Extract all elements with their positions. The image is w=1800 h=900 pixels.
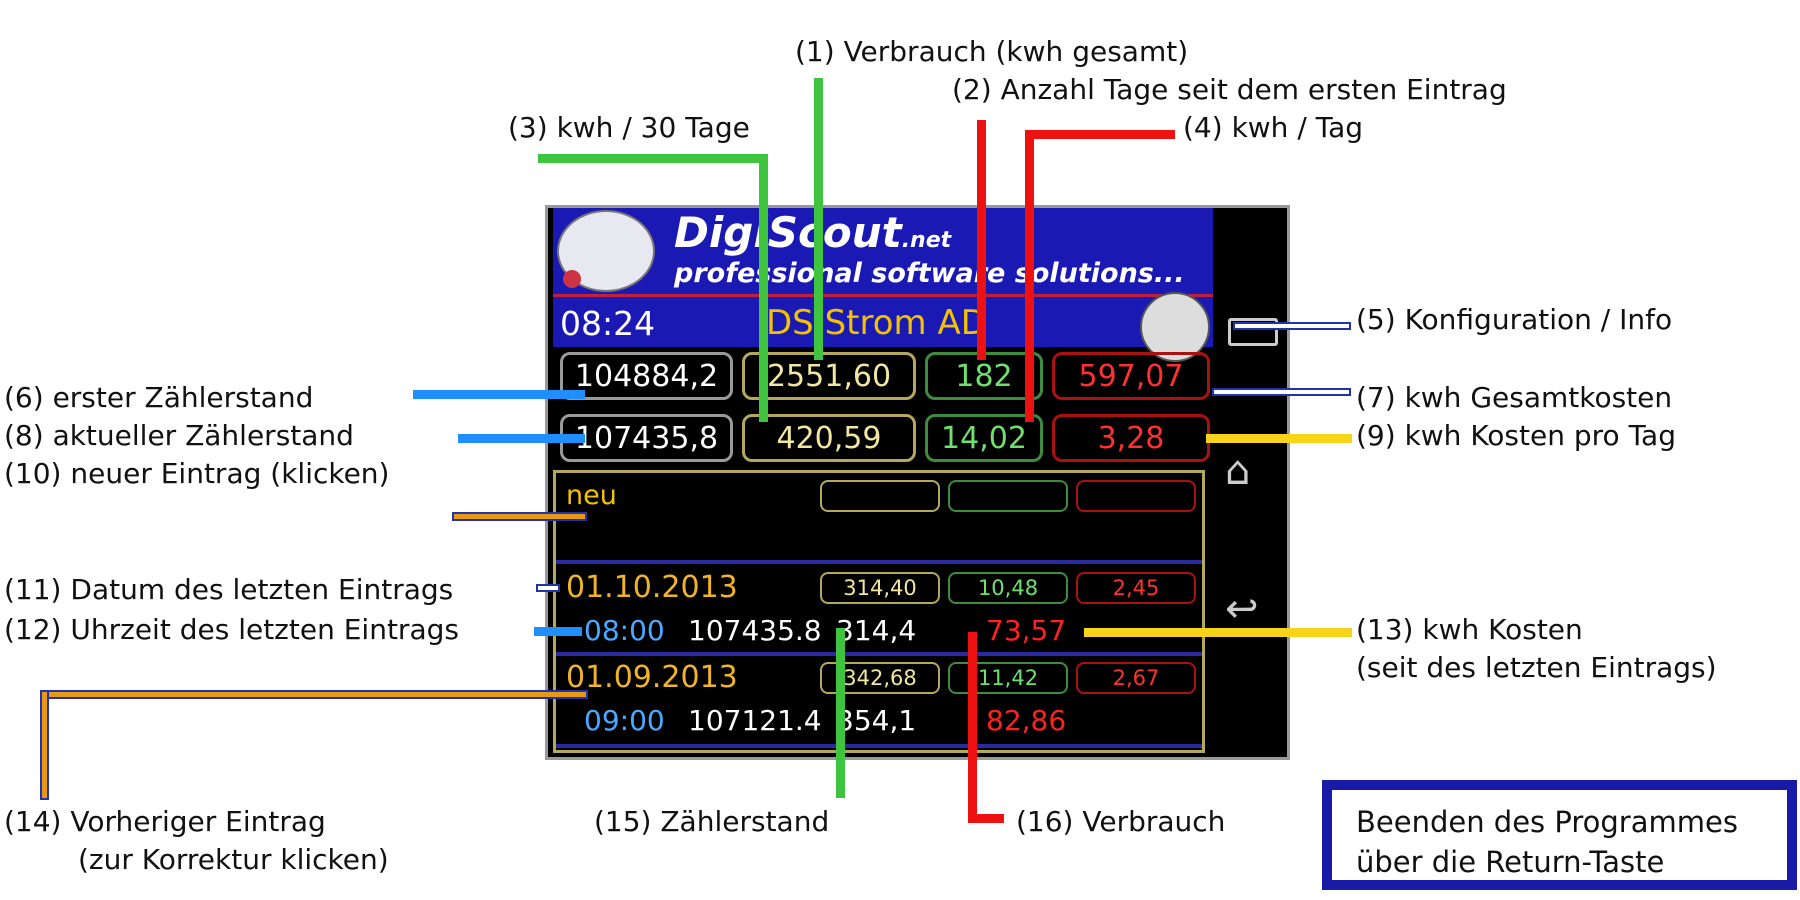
callout-line-8 bbox=[458, 434, 585, 443]
callout-line-10 bbox=[452, 512, 587, 521]
callout-line-11 bbox=[536, 584, 560, 592]
callout-line-13 bbox=[1084, 628, 1352, 637]
callout-line-16 bbox=[968, 632, 977, 822]
entry-reading: 107435.8 bbox=[688, 614, 822, 647]
callout-line-9 bbox=[1206, 434, 1352, 443]
annotation-14: (14) Vorheriger Eintrag (zur Korrektur k… bbox=[4, 806, 389, 876]
kwh-per-day-field: 14,02 bbox=[925, 414, 1043, 462]
annotation-6: (6) erster Zählerstand bbox=[4, 381, 314, 414]
annotation-11: (11) Datum des letzten Eintrags bbox=[4, 573, 454, 606]
entry-reading: 107121.4 bbox=[688, 704, 822, 737]
annotation-4: (4) kwh / Tag bbox=[1183, 111, 1364, 144]
callout-line-6 bbox=[413, 390, 585, 399]
callout-line-16 bbox=[968, 814, 1004, 823]
header-divider bbox=[553, 294, 1213, 297]
callout-line-3 bbox=[538, 154, 768, 163]
brand-slogan: professional software solutions... bbox=[674, 258, 1185, 289]
entry-date[interactable]: 01.10.2013 bbox=[566, 570, 738, 605]
annotation-13-line2: (seit des letzten Eintrags) bbox=[1356, 651, 1717, 684]
entry-consumption: 354,1 bbox=[836, 704, 917, 737]
entry-kwhday: 10,48 bbox=[948, 572, 1068, 604]
callout-line-1 bbox=[814, 78, 823, 360]
annotation-14-line1: (14) Vorheriger Eintrag bbox=[4, 805, 326, 838]
android-nav-bar bbox=[1215, 208, 1287, 757]
app-header bbox=[553, 208, 1213, 296]
new-entry-kwh30-slot bbox=[820, 480, 940, 512]
annotation-16: (16) Verbrauch bbox=[1016, 805, 1226, 838]
annotation-14-line2: (zur Korrektur klicken) bbox=[78, 843, 389, 876]
new-entry-button[interactable]: neu bbox=[566, 480, 617, 511]
callout-line-7 bbox=[1212, 388, 1351, 396]
callout-line-4 bbox=[1025, 130, 1175, 139]
entry-cost: 82,86 bbox=[986, 704, 1067, 737]
callout-line-2 bbox=[977, 120, 986, 360]
annotation-10: (10) neuer Eintrag (klicken) bbox=[4, 457, 390, 490]
entry-kwhday: 11,42 bbox=[948, 662, 1068, 694]
entry-cost: 73,57 bbox=[986, 614, 1067, 647]
list-separator bbox=[556, 744, 1202, 748]
entry-time: 08:00 bbox=[584, 614, 665, 647]
home-icon[interactable]: ⌂ bbox=[1225, 448, 1251, 494]
annotation-1: (1) Verbrauch (kwh gesamt) bbox=[795, 35, 1189, 68]
exit-note-line1: Beenden des Programmes bbox=[1356, 805, 1738, 839]
callout-line-3 bbox=[759, 154, 768, 422]
entry-kwh30: 342,68 bbox=[820, 662, 940, 694]
entry-time: 09:00 bbox=[584, 704, 665, 737]
annotation-13-line1: (13) kwh Kosten bbox=[1356, 613, 1583, 646]
list-separator bbox=[556, 560, 1202, 564]
entry-costday: 2,45 bbox=[1076, 572, 1196, 604]
entry-date[interactable]: 01.09.2013 bbox=[566, 660, 738, 695]
callout-line-15 bbox=[836, 628, 845, 798]
total-cost-field: 597,07 bbox=[1052, 352, 1210, 400]
config-info-icon[interactable] bbox=[1140, 292, 1210, 362]
annotation-12: (12) Uhrzeit des letzten Eintrags bbox=[4, 613, 459, 646]
annotation-15: (15) Zählerstand bbox=[594, 805, 830, 838]
back-icon[interactable]: ↩ bbox=[1225, 586, 1259, 632]
kwh-30-days-field: 420,59 bbox=[742, 414, 916, 462]
callout-line-12 bbox=[534, 627, 582, 636]
annotation-5: (5) Konfiguration / Info bbox=[1356, 303, 1673, 336]
recent-apps-icon[interactable] bbox=[1228, 318, 1278, 346]
title-bar bbox=[553, 297, 1213, 347]
exit-note-line2: über die Return-Taste bbox=[1356, 845, 1665, 879]
brand-name: DigiScout.net bbox=[674, 208, 952, 257]
logo-icon bbox=[557, 210, 655, 292]
exit-note: Beenden des Programmes über die Return-T… bbox=[1322, 780, 1797, 890]
first-reading-field: 104884,2 bbox=[560, 352, 733, 400]
clock: 08:24 bbox=[560, 304, 656, 343]
entry-list bbox=[553, 470, 1205, 753]
list-separator bbox=[556, 652, 1202, 656]
new-entry-costday-slot bbox=[1076, 480, 1196, 512]
app-title: DS Strom AD bbox=[766, 303, 987, 343]
consumption-total-field: 2551,60 bbox=[742, 352, 916, 400]
entry-costday: 2,67 bbox=[1076, 662, 1196, 694]
annotation-9: (9) kwh Kosten pro Tag bbox=[1356, 419, 1676, 452]
cost-per-day-field: 3,28 bbox=[1052, 414, 1210, 462]
new-entry-kwhday-slot bbox=[948, 480, 1068, 512]
annotation-13: (13) kwh Kosten (seit des letzten Eintra… bbox=[1356, 614, 1717, 684]
annotation-7: (7) kwh Gesamtkosten bbox=[1356, 381, 1673, 414]
callout-line-14 bbox=[40, 690, 49, 800]
annotation-2: (2) Anzahl Tage seit dem ersten Eintrag bbox=[952, 73, 1507, 106]
annotation-8: (8) aktueller Zählerstand bbox=[4, 419, 354, 452]
callout-line-4 bbox=[1025, 130, 1034, 422]
current-reading-field: 107435,8 bbox=[560, 414, 733, 462]
entry-kwh30: 314,40 bbox=[820, 572, 940, 604]
callout-line-14 bbox=[40, 690, 588, 699]
callout-line-5 bbox=[1233, 322, 1351, 330]
entry-consumption: 314,4 bbox=[836, 614, 917, 647]
annotation-3: (3) kwh / 30 Tage bbox=[508, 111, 750, 144]
